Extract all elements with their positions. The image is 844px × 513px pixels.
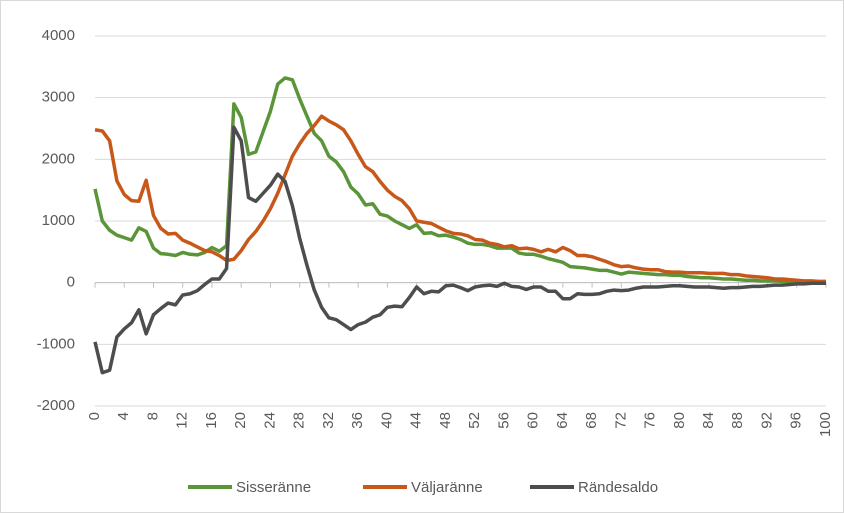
x-tick-label: 28 — [291, 412, 308, 429]
x-tick-label: 48 — [437, 412, 454, 429]
x-tick-label: 52 — [466, 412, 483, 429]
y-tick-label: 4000 — [42, 27, 75, 44]
legend-label: Väljaränne — [411, 479, 483, 496]
x-tick-label: 76 — [642, 412, 659, 429]
legend-label: Rändesaldo — [578, 479, 658, 496]
x-tick-label: 96 — [788, 412, 805, 429]
y-tick-label: 0 — [67, 274, 75, 291]
x-tick-label: 4 — [115, 412, 132, 420]
x-tick-label: 92 — [758, 412, 775, 429]
x-tick-label: 12 — [174, 412, 191, 429]
x-tick-label: 20 — [232, 412, 249, 429]
series-line — [93, 125, 826, 375]
x-tick-label: 100 — [817, 412, 834, 437]
x-tick-label: 36 — [349, 412, 366, 429]
x-tick-label: 16 — [203, 412, 220, 429]
series-line — [94, 114, 826, 284]
x-tick-label: 72 — [612, 412, 629, 429]
y-tick-label: -1000 — [37, 335, 75, 352]
x-tick-label: 84 — [700, 412, 717, 429]
y-tick-label: 1000 — [42, 212, 75, 229]
x-tick-label: 64 — [554, 412, 571, 429]
x-tick-label: 56 — [495, 412, 512, 429]
x-tick-label: 32 — [320, 412, 337, 429]
x-tick-label: 44 — [408, 412, 425, 429]
x-tick-label: 8 — [144, 412, 161, 420]
x-tick-label: 80 — [671, 412, 688, 429]
series-line — [93, 76, 826, 284]
x-tick-label: 0 — [86, 412, 103, 420]
x-tick-label: 60 — [525, 412, 542, 429]
y-tick-label: -2000 — [37, 397, 75, 414]
x-tick-label: 68 — [583, 412, 600, 429]
x-tick-label: 88 — [729, 412, 746, 429]
legend-label: Sisseränne — [236, 479, 311, 496]
y-tick-label: 3000 — [42, 89, 75, 106]
y-tick-label: 2000 — [42, 150, 75, 167]
x-tick-label: 24 — [261, 412, 278, 429]
x-tick-label: 40 — [378, 412, 395, 429]
